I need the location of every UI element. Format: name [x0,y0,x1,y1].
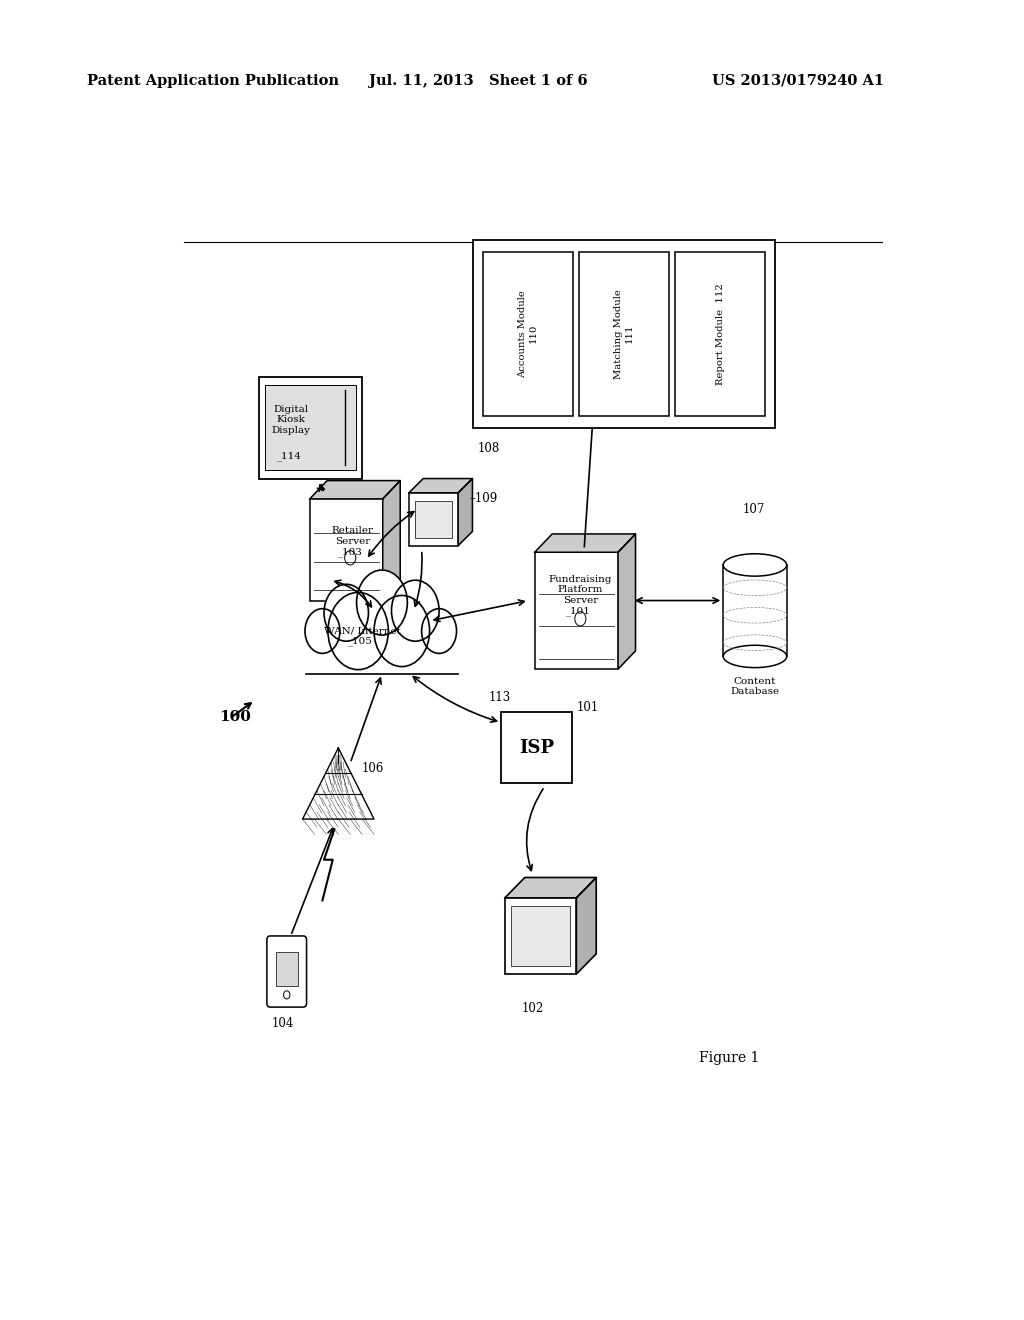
Text: Report Module  112: Report Module 112 [716,282,725,384]
Text: ̲114: ̲114 [281,451,301,461]
Text: Accounts Module
110: Accounts Module 110 [518,290,538,378]
Text: Matching Module
111: Matching Module 111 [614,289,634,379]
Circle shape [328,593,388,669]
FancyBboxPatch shape [275,952,298,986]
Text: Fundraising
Platform
Server
̲101: Fundraising Platform Server ̲101 [549,576,612,616]
Polygon shape [309,480,400,499]
FancyBboxPatch shape [505,898,577,974]
FancyBboxPatch shape [723,565,786,656]
FancyBboxPatch shape [303,626,462,686]
Text: ISP: ISP [519,739,554,756]
Polygon shape [577,878,596,974]
Polygon shape [505,878,596,898]
FancyBboxPatch shape [473,240,775,428]
FancyBboxPatch shape [501,713,572,784]
Circle shape [305,609,340,653]
Polygon shape [409,479,472,492]
Text: 108: 108 [477,442,500,454]
FancyBboxPatch shape [416,500,452,537]
Text: Retailer
Server
̲103: Retailer Server ̲103 [332,527,374,557]
Ellipse shape [723,554,786,576]
FancyBboxPatch shape [482,252,573,416]
FancyBboxPatch shape [511,906,570,966]
Text: 106: 106 [362,762,384,775]
Circle shape [356,570,408,635]
FancyBboxPatch shape [579,252,670,416]
Ellipse shape [723,645,786,668]
Text: US 2013/0179240 A1: US 2013/0179240 A1 [712,74,884,88]
Text: 107: 107 [743,503,765,516]
Text: Digital
Kiosk
Display: Digital Kiosk Display [271,405,310,434]
Text: 104: 104 [271,1018,294,1030]
Circle shape [374,595,430,667]
Text: 113: 113 [488,690,511,704]
Circle shape [324,585,369,642]
Text: 101: 101 [577,701,599,714]
FancyBboxPatch shape [265,385,355,470]
FancyBboxPatch shape [675,252,765,416]
Circle shape [391,581,439,642]
Text: Patent Application Publication: Patent Application Publication [87,74,339,88]
Polygon shape [458,479,472,545]
Text: Figure 1: Figure 1 [699,1051,760,1065]
Polygon shape [618,535,636,669]
FancyBboxPatch shape [259,378,362,479]
Text: Jul. 11, 2013   Sheet 1 of 6: Jul. 11, 2013 Sheet 1 of 6 [369,74,588,88]
Text: WAN/ Internet
̲105: WAN/ Internet ̲105 [324,626,400,647]
FancyBboxPatch shape [535,552,618,669]
Text: 102: 102 [521,1002,544,1015]
Text: Content
Database: Content Database [730,677,779,696]
FancyBboxPatch shape [409,492,458,545]
Circle shape [422,609,457,653]
FancyBboxPatch shape [267,936,306,1007]
Text: 100: 100 [219,710,251,725]
Polygon shape [383,480,400,601]
FancyBboxPatch shape [309,499,383,601]
Polygon shape [535,535,636,552]
Text: –109: –109 [469,492,498,506]
